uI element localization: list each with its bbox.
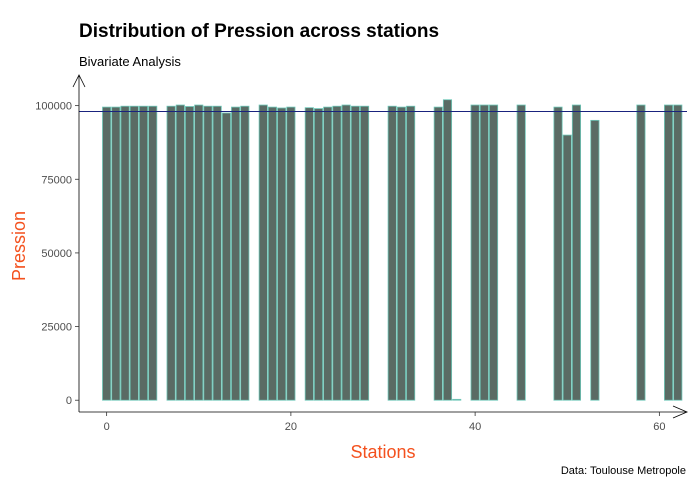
x-axis-arrowhead [672, 405, 689, 419]
bar [313, 108, 324, 401]
bar [240, 105, 250, 401]
x-tick-label: 60 [653, 421, 665, 433]
y-tick-label: 100000 [35, 101, 72, 113]
bar [166, 105, 176, 401]
bar [332, 105, 342, 401]
y-axis-arrowhead [72, 74, 86, 88]
y-tick-label: 25000 [41, 322, 72, 334]
bar [396, 106, 406, 401]
bar [129, 105, 139, 401]
bar [636, 104, 646, 401]
bar [433, 106, 443, 401]
axes: 0 25000 50000 75000 100000 0 20 40 60 [35, 74, 689, 433]
x-tick-label: 0 [104, 421, 110, 433]
bar [203, 105, 213, 401]
bar [231, 106, 241, 401]
bar [175, 104, 185, 401]
bar [470, 104, 480, 401]
bar [571, 104, 581, 401]
chart-title: Distribution of Pression across stations [79, 21, 439, 42]
bar [664, 104, 674, 401]
y-ticks: 0 25000 50000 75000 100000 [35, 101, 79, 407]
bar [387, 105, 397, 401]
bar [442, 99, 453, 401]
bar [350, 105, 360, 401]
bar [258, 104, 268, 401]
bar [102, 106, 112, 401]
y-tick-label: 50000 [41, 248, 72, 260]
bar [111, 106, 121, 401]
bar [673, 104, 683, 401]
x-ticks: 0 20 40 60 [104, 412, 665, 433]
bar [138, 105, 149, 401]
x-tick-label: 20 [285, 421, 297, 433]
bar [488, 104, 499, 401]
bars [102, 99, 683, 401]
bar [194, 104, 204, 401]
bar [267, 106, 277, 401]
bar [590, 119, 600, 401]
bar [184, 106, 195, 401]
bar [277, 107, 287, 401]
bar [212, 105, 222, 401]
bar [120, 105, 130, 401]
bar [360, 105, 370, 401]
bar [148, 105, 158, 401]
bar [304, 107, 314, 401]
y-axis-title: Pression [9, 211, 29, 281]
bar [221, 112, 231, 401]
bar [406, 105, 416, 401]
bar [286, 106, 296, 401]
x-tick-label: 40 [469, 421, 481, 433]
chart-subtitle: Bivariate Analysis [79, 54, 181, 69]
bar [479, 104, 489, 401]
bar [516, 104, 526, 401]
x-axis-title: Stations [350, 442, 415, 462]
bar [323, 106, 333, 401]
y-tick-label: 0 [66, 395, 72, 407]
bar [341, 104, 351, 401]
chart-caption: Data: Toulouse Metropole [561, 465, 686, 477]
bar [452, 398, 462, 401]
bar [562, 134, 572, 401]
plot-area [79, 99, 687, 401]
bar [553, 106, 563, 401]
y-tick-label: 75000 [41, 174, 72, 186]
